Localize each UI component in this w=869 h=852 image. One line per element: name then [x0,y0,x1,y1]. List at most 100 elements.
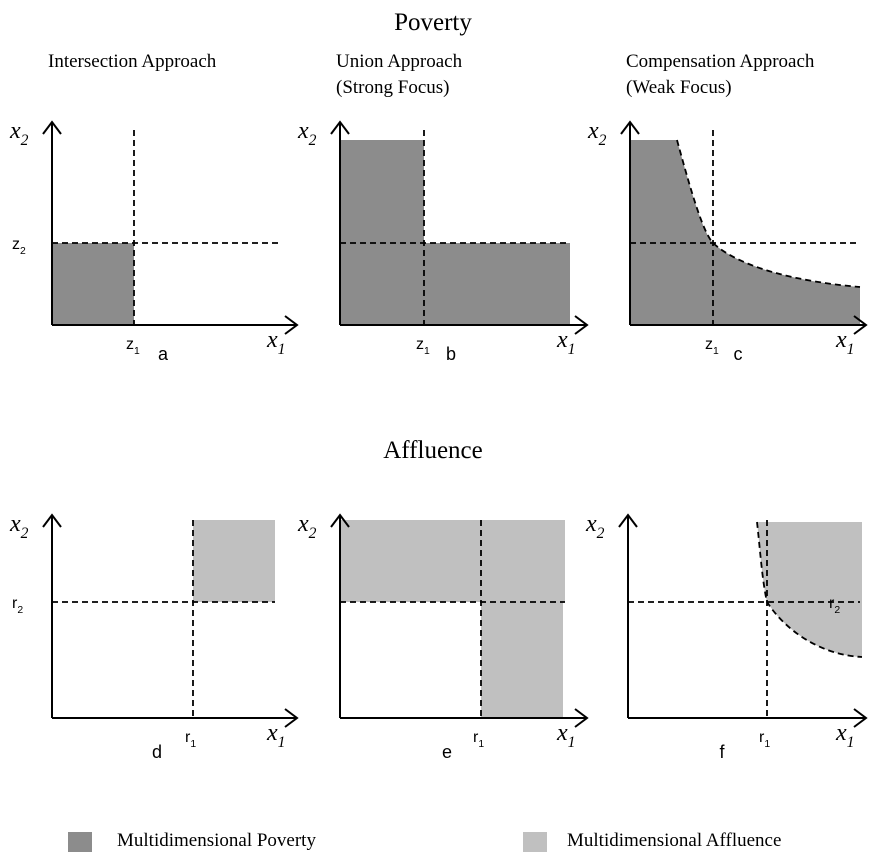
arrow-head [42,120,62,135]
panel-letter: e [442,742,452,762]
threshold-label-sub: 2 [20,246,26,257]
y-axis-label-base: x [587,118,599,144]
x-axis-label-base: x [835,720,847,746]
boundary-curve [676,139,861,288]
arrow-head [42,513,62,528]
arrow-head [574,708,589,728]
threshold-label-base: r [759,729,765,746]
threshold-label: z2 [12,236,26,257]
x-axis-label: x1 [556,327,575,358]
panel-letter: f [719,742,725,762]
panel-title: Compensation Approach [626,51,815,72]
y-axis-label: x2 [585,511,605,542]
x-axis-label-base: x [835,327,847,353]
arrow-head [574,315,589,335]
threshold-label-base: r [12,595,18,612]
threshold-label: r2 [12,595,23,616]
threshold-label-sub: 2 [17,605,23,616]
region [757,522,862,657]
region [340,520,565,718]
y-axis-label: x2 [297,118,317,149]
panel-letter: c [734,344,743,364]
y-axis-label: x2 [587,118,607,149]
legend-swatch [68,832,92,852]
x-axis-label: x1 [266,327,285,358]
legend-swatch [523,832,547,852]
x-axis-label-sub: 1 [568,734,576,751]
panel-title: (Strong Focus) [336,77,449,98]
legend-label: Multidimensional Poverty [117,830,316,851]
panel-letter: a [158,344,169,364]
y-axis-label-sub: 2 [309,525,317,542]
x-axis-label: x1 [835,720,854,751]
threshold-label-base: z [126,336,134,353]
region [52,243,134,325]
x-axis-label-sub: 1 [278,341,286,358]
y-axis-label-base: x [297,118,309,144]
arrow-head [284,708,299,728]
threshold-label-base: z [416,336,424,353]
threshold-label-sub: 1 [424,346,430,357]
threshold-label: r1 [185,729,196,750]
arrow-head [284,315,299,335]
x-axis-label: x1 [556,720,575,751]
arrow-head [853,708,868,728]
arrow-head [618,513,638,528]
region [630,140,860,325]
y-axis-label: x2 [297,511,317,542]
arrow-head [853,315,868,335]
threshold-label-sub: 1 [764,739,770,750]
y-axis-label-sub: 2 [599,132,607,149]
y-axis-label-base: x [297,511,309,537]
y-axis-label: x2 [9,511,29,542]
threshold-label-sub: 1 [134,346,140,357]
x-axis-label-base: x [556,327,568,353]
x-axis-label-base: x [556,720,568,746]
legend-label: Multidimensional Affluence [567,830,781,851]
y-axis-label-sub: 2 [597,525,605,542]
x-axis-label-sub: 1 [847,734,855,751]
x-axis-label: x1 [835,327,854,358]
x-axis-label: x1 [266,720,285,751]
panel-letter: d [152,742,162,762]
x-axis-label-sub: 1 [847,341,855,358]
threshold-label-base: r [473,729,479,746]
y-axis-label-base: x [585,511,597,537]
section-title: Affluence [383,437,483,464]
threshold-label: r1 [473,729,484,750]
threshold-label-base: z [705,336,713,353]
arrow-head [330,513,350,528]
threshold-label: z1 [126,336,140,357]
y-axis-label-sub: 2 [21,132,29,149]
threshold-label-sub: 2 [834,605,840,616]
threshold-label-sub: 1 [713,346,719,357]
threshold-label-base: r [185,729,191,746]
panel-title: Union Approach [336,51,463,72]
threshold-label: z1 [705,336,719,357]
x-axis-label-base: x [266,327,278,353]
y-axis-label-sub: 2 [309,132,317,149]
arrow-head [620,120,640,135]
threshold-label-base: z [12,236,20,253]
threshold-label: r1 [759,729,770,750]
threshold-label-sub: 1 [478,739,484,750]
y-axis-label-sub: 2 [21,525,29,542]
y-axis-label-base: x [9,511,21,537]
arrow-head [330,120,350,135]
x-axis-label-sub: 1 [568,341,576,358]
panel-title: (Weak Focus) [626,77,732,98]
threshold-label: r2 [829,595,840,616]
panel-title: Intersection Approach [48,51,217,72]
panel-letter: b [446,344,456,364]
section-title: Poverty [394,9,472,36]
region [340,140,570,325]
y-axis-label-base: x [9,118,21,144]
threshold-label: z1 [416,336,430,357]
threshold-label-sub: 1 [190,739,196,750]
y-axis-label: x2 [9,118,29,149]
region [193,520,275,602]
x-axis-label-base: x [266,720,278,746]
x-axis-label-sub: 1 [278,734,286,751]
threshold-label-base: r [829,595,835,612]
